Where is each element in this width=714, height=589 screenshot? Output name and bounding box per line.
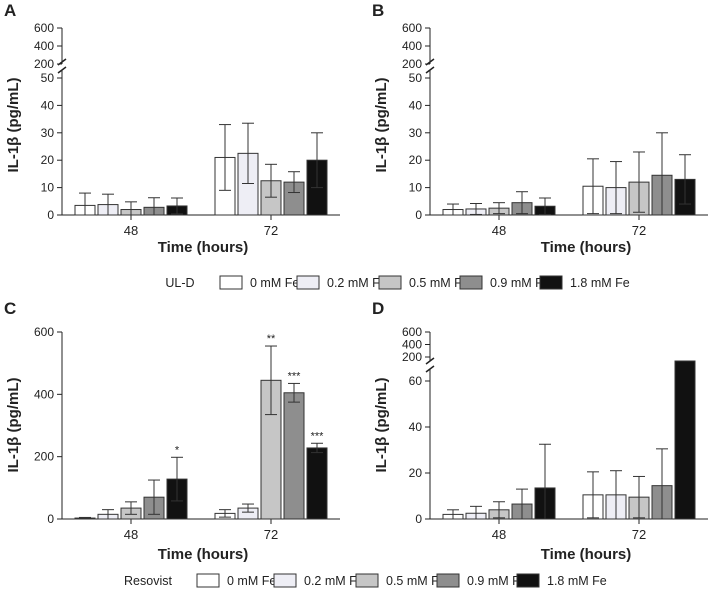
y-tick-label: 400 (402, 338, 422, 352)
legend-swatch (459, 275, 483, 290)
y-tick-label: 50 (41, 71, 55, 85)
y-axis-label-a: IL-1β (pg/mL) (5, 78, 22, 173)
x-tick-label: 48 (124, 527, 138, 542)
significance-label: *** (288, 370, 302, 382)
legend-swatch (296, 275, 320, 290)
y-tick-label: 20 (41, 153, 55, 167)
legend-label: 0.5 mM Fe (386, 574, 446, 588)
legend-swatch (273, 573, 297, 588)
x-tick-label: 72 (632, 527, 646, 542)
legend-label: 0.9 mM Fe (467, 574, 527, 588)
significance-label: * (175, 444, 180, 456)
legend-swatch (436, 573, 460, 588)
x-axis-label-d: Time (hours) (541, 546, 632, 563)
legend-label: 0 mM Fe (250, 276, 299, 290)
legend-title: UL-D (165, 276, 194, 290)
legend-label: 0.5 mM Fe (409, 276, 469, 290)
axis-break-mark (57, 66, 67, 74)
y-axis-label-b: IL-1β (pg/mL) (373, 78, 390, 173)
bar (283, 392, 305, 520)
y-axis-label-c: IL-1β (pg/mL) (5, 378, 22, 473)
y-tick-label: 10 (409, 181, 423, 195)
x-axis-label-b: Time (hours) (541, 239, 632, 256)
legend-label: 0.9 mM Fe (490, 276, 550, 290)
x-tick-label: 72 (264, 223, 278, 238)
y-tick-label: 30 (41, 126, 55, 140)
y-tick-label: 200 (402, 57, 422, 71)
y-tick-label: 60 (409, 374, 423, 388)
y-tick-label: 40 (41, 98, 55, 112)
legend-uld: UL-D 0 mM Fe 0.2 mM Fe 0.5 mM Fe 0.9 mM Fe 1.… (165, 275, 630, 290)
y-tick-label: 20 (409, 466, 423, 480)
y-axis-label-d: IL-1β (pg/mL) (373, 378, 390, 473)
panel-letter-c: C (4, 299, 16, 318)
legend-label: 0.2 mM Fe (304, 574, 364, 588)
y-tick-label: 200 (34, 57, 54, 71)
y-tick-label: 0 (415, 512, 422, 526)
y-tick-label: 30 (409, 126, 423, 140)
y-tick-label: 200 (34, 450, 54, 464)
y-tick-label: 400 (34, 39, 54, 53)
y-tick-label: 200 (402, 350, 422, 364)
significance-label: *** (311, 430, 325, 442)
y-tick-label: 0 (47, 208, 54, 222)
legend-label: 1.8 mM Fe (547, 574, 607, 588)
legend-swatch (516, 573, 540, 588)
x-tick-label: 72 (264, 527, 278, 542)
y-tick-label: 0 (47, 512, 54, 526)
x-tick-label: 48 (492, 223, 506, 238)
y-tick-label: 40 (409, 98, 423, 112)
y-tick-label: 600 (402, 325, 422, 339)
legend-label: 0.2 mM Fe (327, 276, 387, 290)
axis-break-mark (425, 357, 435, 365)
panel-letter-d: D (372, 299, 384, 318)
legend-swatch (378, 275, 402, 290)
legend-swatch (196, 573, 220, 588)
panel-letter-b: B (372, 1, 384, 20)
panel-letter-a: A (4, 1, 16, 20)
bar (306, 447, 328, 520)
y-tick-label: 400 (34, 387, 54, 401)
bar (674, 360, 696, 520)
axis-break-mark (425, 66, 435, 74)
axis-break-mark (425, 365, 435, 373)
x-tick-label: 48 (492, 527, 506, 542)
y-tick-label: 0 (415, 208, 422, 222)
legend-label: 0 mM Fe (227, 574, 276, 588)
y-tick-label: 600 (34, 21, 54, 35)
y-tick-label: 600 (402, 21, 422, 35)
x-axis-label-a: Time (hours) (158, 239, 249, 256)
legend-resovist: Resovist 0 mM Fe 0.2 mM Fe 0.5 mM Fe 0.9 mM … (124, 573, 607, 588)
significance-label: ** (267, 333, 276, 345)
y-tick-label: 50 (409, 71, 423, 85)
y-tick-label: 600 (34, 325, 54, 339)
y-tick-label: 10 (41, 181, 55, 195)
y-tick-label: 20 (409, 153, 423, 167)
legend-swatch (219, 275, 243, 290)
x-tick-label: 48 (124, 223, 138, 238)
x-tick-label: 72 (632, 223, 646, 238)
x-axis-label-c: Time (hours) (158, 546, 249, 563)
legend-swatch (355, 573, 379, 588)
legend-label: 1.8 mM Fe (570, 276, 630, 290)
y-tick-label: 400 (402, 39, 422, 53)
legend-swatch (539, 275, 563, 290)
y-tick-label: 40 (409, 420, 423, 434)
legend-title: Resovist (124, 574, 172, 588)
